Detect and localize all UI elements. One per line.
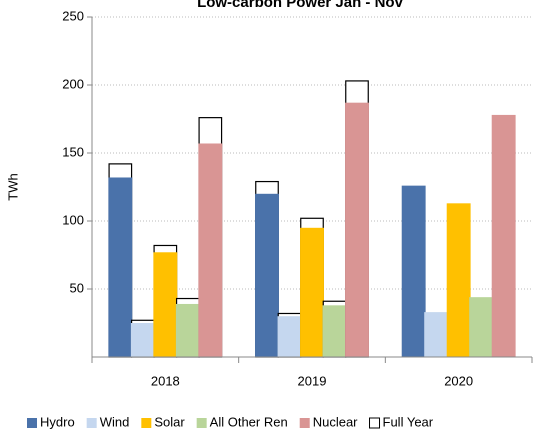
- y-tick-label: 150: [62, 144, 84, 159]
- bar: [175, 303, 200, 357]
- legend-swatch: [27, 418, 37, 428]
- bar: [446, 203, 471, 357]
- y-tick-label: 250: [62, 8, 84, 23]
- legend-swatch: [86, 418, 97, 428]
- x-tick-label: 2019: [298, 373, 327, 388]
- bar: [401, 185, 426, 357]
- legend-label: Solar: [154, 414, 185, 429]
- x-tick-label: 2018: [151, 373, 180, 388]
- x-tick-label: 2020: [444, 373, 473, 388]
- bar: [300, 227, 324, 357]
- bar: [130, 323, 155, 357]
- bar: [424, 312, 449, 357]
- legend-label: Full Year: [383, 414, 434, 429]
- legend-label: All Other Ren: [210, 414, 288, 429]
- y-axis-label: TWh: [5, 173, 20, 200]
- legend-label: Wind: [100, 414, 130, 429]
- bar: [469, 297, 494, 357]
- bar: [322, 305, 347, 357]
- legend-swatch: [369, 417, 381, 429]
- legend-swatch: [196, 418, 207, 428]
- legend-label: Nuclear: [313, 414, 358, 429]
- bar: [491, 114, 516, 357]
- bar: [198, 143, 223, 357]
- bar: [345, 102, 369, 358]
- bar: [108, 177, 133, 357]
- bar: [255, 193, 279, 357]
- chart-title: Low-carbon Power Jan - Nov: [197, 0, 404, 11]
- legend-swatch: [141, 418, 152, 428]
- y-tick-label: 50: [70, 280, 84, 295]
- y-tick-label: 200: [62, 76, 84, 91]
- legend-swatch: [299, 418, 310, 428]
- bar: [153, 252, 178, 357]
- bar: [277, 316, 302, 357]
- y-tick-label: 100: [62, 212, 84, 227]
- legend-label: Hydro: [40, 414, 75, 429]
